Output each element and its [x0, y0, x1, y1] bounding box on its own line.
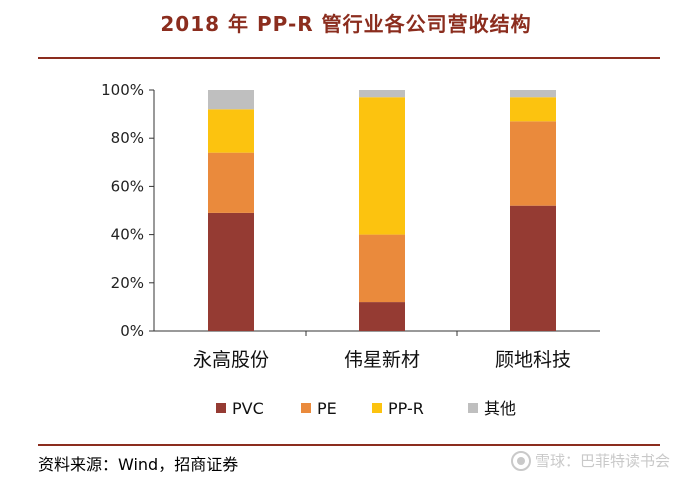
y-tick-label: 20%	[111, 274, 144, 292]
bar-segment-其他-1	[208, 90, 254, 110]
bottom-rule	[38, 444, 660, 446]
source-note: 资料来源：Wind，招商证券	[38, 455, 239, 474]
bar-segment-pe-2	[359, 234, 405, 303]
legend-swatch	[216, 403, 226, 413]
legend-label: PP-R	[388, 399, 424, 418]
legend-swatch	[301, 403, 311, 413]
bar-segment-pp-r-3	[510, 97, 556, 122]
category-label: 顾地科技	[495, 349, 571, 371]
bar-segment-pp-r-2	[359, 97, 405, 235]
y-tick-label: 60%	[111, 177, 144, 195]
bar-segment-pvc-3	[510, 205, 556, 331]
legend-label: PVC	[232, 399, 264, 418]
top-rule	[38, 57, 660, 59]
bar-segment-pe-1	[208, 152, 254, 213]
legend-layer: PVC PE PP-R 其他	[216, 399, 516, 418]
labels-layer: 永高股份 伟星新材 顾地科技	[193, 349, 571, 371]
legend-swatch	[468, 403, 478, 413]
legend-label: 其他	[484, 399, 516, 418]
category-label: 伟星新材	[344, 349, 420, 371]
watermark: 雪球：巴菲特读书会	[510, 450, 670, 471]
bar-segment-pe-3	[510, 121, 556, 206]
y-tick-label: 0%	[120, 322, 144, 340]
bar-segment-其他-3	[510, 90, 556, 98]
y-tick-label: 100%	[101, 81, 144, 99]
chart-title: 2018 年 PP-R 管行业各公司营收结构	[160, 12, 532, 36]
y-tick-label: 80%	[111, 129, 144, 147]
snowball-logo-icon	[510, 450, 531, 471]
bar-segment-pvc-2	[359, 302, 405, 331]
bar-segment-其他-2	[359, 90, 405, 98]
watermark-text: 雪球：巴菲特读书会	[534, 452, 670, 470]
bar-segment-pvc-1	[208, 212, 254, 331]
legend-label: PE	[317, 399, 337, 418]
category-label: 永高股份	[193, 349, 269, 371]
legend-swatch	[372, 403, 382, 413]
bars-layer	[208, 90, 556, 331]
y-tick-label: 40%	[111, 226, 144, 244]
bar-segment-pp-r-1	[208, 109, 254, 153]
